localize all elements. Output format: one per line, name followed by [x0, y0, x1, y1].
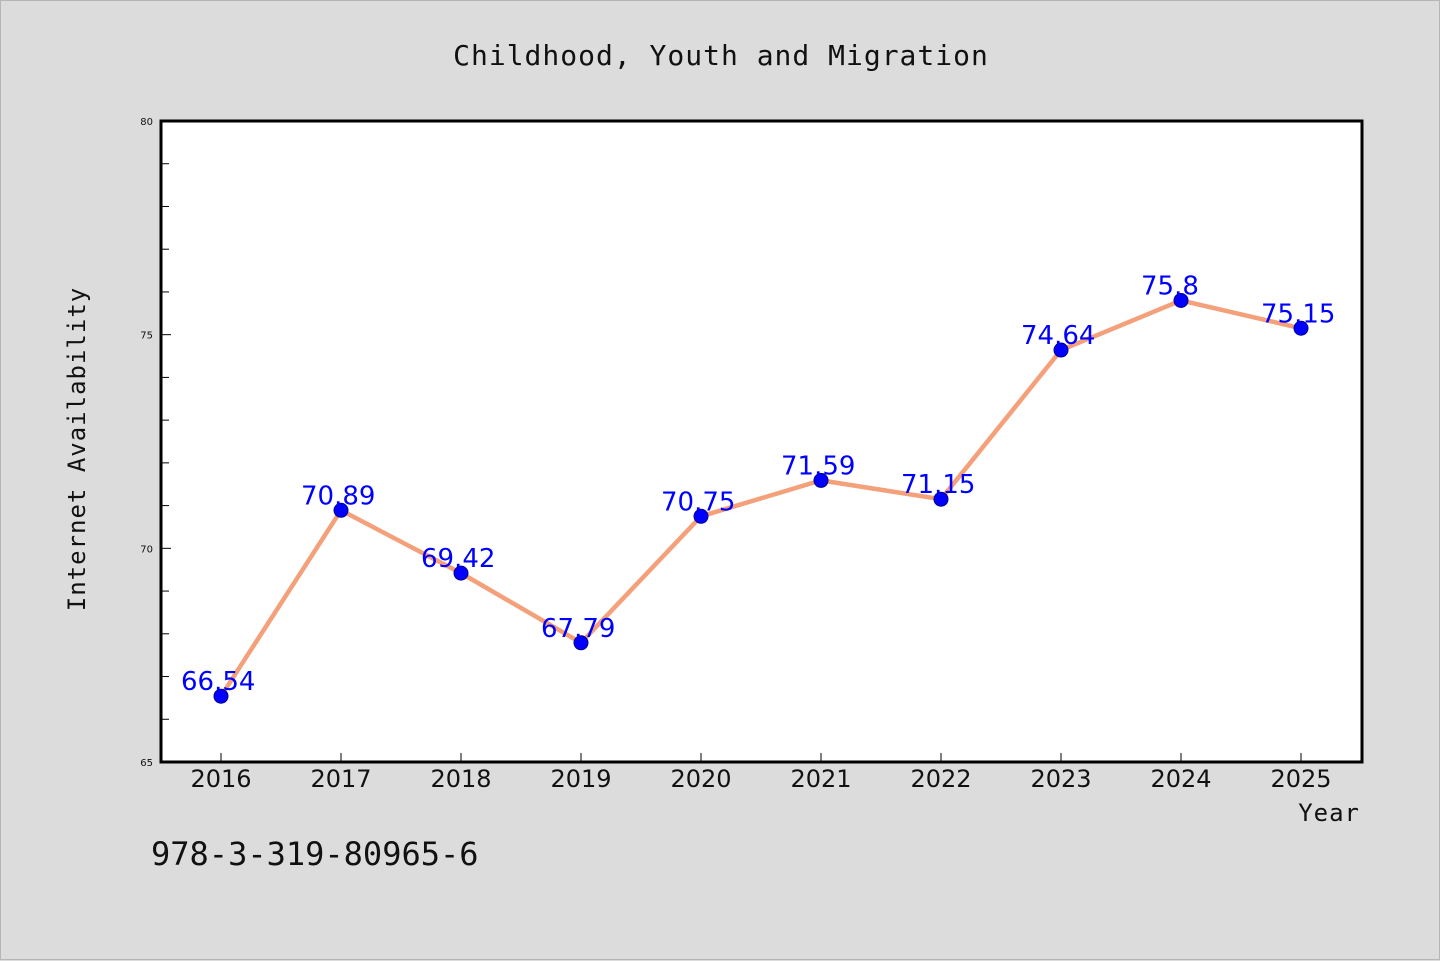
y-axis-title: Internet Availability [63, 287, 91, 611]
x-tick-label: 2018 [430, 765, 491, 793]
x-tick-label: 2021 [790, 765, 851, 793]
x-tick-label: 2022 [910, 765, 971, 793]
data-label: 71.15 [901, 470, 975, 500]
y-axis: 65 70 75 80 [140, 117, 171, 769]
isbn-footnote: 978-3-319-80965-6 [151, 835, 479, 873]
x-tick-label: 2024 [1150, 765, 1211, 793]
data-label: 71.59 [781, 451, 855, 481]
data-label: 69.42 [421, 544, 495, 574]
data-point [213, 688, 229, 704]
data-label: 66.54 [181, 667, 255, 697]
data-labels: 66.54 70.89 69.42 67.79 70.75 71.59 71.15 74.64… [181, 271, 1335, 697]
chart-title: Childhood, Youth and Migration [453, 39, 989, 72]
data-point [933, 491, 949, 507]
x-tick-label: 2016 [190, 765, 251, 793]
data-point [333, 502, 349, 518]
data-point [1053, 342, 1069, 358]
x-axis: 2016 2017 2018 2019 2020 2021 2022 2023 2024 2025 [190, 753, 1332, 793]
y-tick-label: 75 [140, 331, 153, 342]
x-tick-label: 2017 [310, 765, 371, 793]
x-tick-label: 2020 [670, 765, 731, 793]
data-label: 70.75 [661, 487, 735, 517]
data-point [813, 472, 829, 488]
series-markers [213, 292, 1309, 704]
x-tick-label: 2023 [1030, 765, 1091, 793]
data-point [453, 565, 469, 581]
x-tick-label: 2019 [550, 765, 611, 793]
data-label: 70.89 [301, 481, 375, 511]
data-label: 74.64 [1021, 321, 1095, 351]
y-tick-label: 65 [140, 758, 153, 769]
y-tick-label: 80 [140, 117, 153, 128]
data-point [693, 508, 709, 524]
data-label: 75.15 [1261, 299, 1335, 329]
data-label: 75.8 [1141, 271, 1199, 301]
x-axis-title: Year [1298, 799, 1360, 827]
data-point [1173, 292, 1189, 308]
plot-area [159, 119, 1364, 764]
y-tick-label: 70 [140, 544, 153, 555]
data-point [1293, 320, 1309, 336]
data-point [573, 635, 589, 651]
data-label: 67.79 [541, 614, 615, 644]
series-line [218, 298, 1304, 699]
x-tick-label: 2025 [1270, 765, 1331, 793]
